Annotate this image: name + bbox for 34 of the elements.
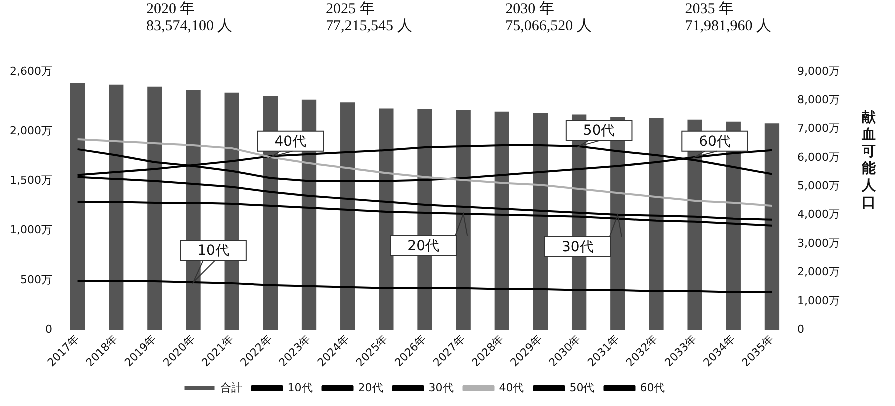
y2-tick-label: 3,000万	[798, 236, 840, 250]
text: 2030 年 75,066,520 人	[506, 0, 592, 34]
y2-tick-label: 0	[798, 322, 805, 336]
legend-label: 合計	[220, 381, 242, 394]
y-tick-label: 2,600万	[10, 64, 52, 78]
legend-label: 10代	[288, 381, 313, 394]
legend-label: 40代	[499, 381, 524, 394]
text: 2020 年 83,574,100 人	[146, 0, 233, 34]
legend-label: 20代	[358, 381, 384, 394]
y2-tick-label: 2,000万	[798, 266, 840, 279]
y2-axis-title: 献血可能人口	[862, 110, 877, 212]
annotation: 10代	[198, 243, 230, 260]
y2-tick-label: 7,000万	[798, 122, 840, 136]
annotation: 20代	[408, 238, 440, 255]
y2-tick-label: 8,000万	[798, 94, 840, 107]
y-tick-label: 1,000万	[10, 224, 52, 237]
annotation: 60代	[699, 134, 731, 150]
y-tick-label: 500万	[20, 273, 52, 286]
text: 2025 年 77,215,545 人	[326, 0, 412, 34]
y-tick-label: 1,500万	[10, 174, 52, 188]
y2-tick-label: 1,000万	[798, 294, 840, 308]
y-tick-label: 0	[45, 322, 52, 336]
y2-tick-label: 5,000万	[798, 180, 840, 193]
y2-tick-label: 9,000万	[798, 64, 840, 78]
legend-label: 30代	[428, 381, 454, 394]
annotation: 40代	[274, 134, 307, 150]
y2-tick-label: 4,000万	[798, 208, 840, 222]
annotation: 50代	[583, 123, 616, 140]
legend-label: 60代	[640, 381, 666, 394]
legend-label: 50代	[570, 381, 595, 394]
text: 2035 年 71,981,960 人	[685, 0, 772, 34]
annotation: 30代	[562, 240, 594, 256]
y2-tick-label: 6,000万	[798, 150, 840, 164]
y-tick-label: 2,000万	[10, 124, 52, 138]
